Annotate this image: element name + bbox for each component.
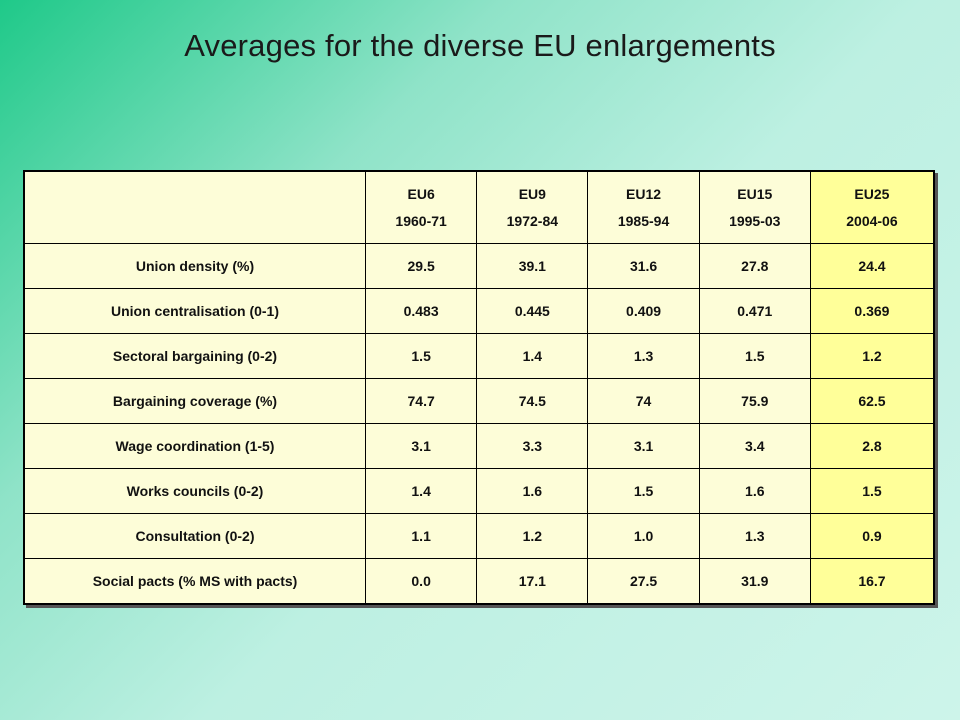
table-cell: 1.5 xyxy=(365,333,478,379)
row-label: Wage coordination (1-5) xyxy=(23,423,367,469)
column-name: EU9 xyxy=(518,185,546,202)
table-cell: 1.3 xyxy=(587,333,700,379)
row-label: Sectoral bargaining (0-2) xyxy=(23,333,367,379)
table-cell: 27.8 xyxy=(698,243,811,289)
table-cell: 1.6 xyxy=(698,468,811,514)
row-label: Works councils (0-2) xyxy=(23,468,367,514)
table-cell: 0.369 xyxy=(809,288,935,334)
table-cell: 74.5 xyxy=(476,378,589,424)
table-cell: 27.5 xyxy=(587,558,700,605)
table-cell: 2.8 xyxy=(809,423,935,469)
column-name: EU25 xyxy=(854,185,890,202)
table-cell: 24.4 xyxy=(809,243,935,289)
table-cell: 62.5 xyxy=(809,378,935,424)
column-name: EU6 xyxy=(407,185,435,202)
table-row: Sectoral bargaining (0-2) 1.5 1.4 1.3 1.5 1.2 xyxy=(23,333,935,379)
table-cell: 29.5 xyxy=(365,243,478,289)
row-label: Consultation (0-2) xyxy=(23,513,367,559)
table-cell: 31.6 xyxy=(587,243,700,289)
column-period: 2004-06 xyxy=(846,212,898,229)
column-period: 1972-84 xyxy=(506,212,559,229)
column-name: EU12 xyxy=(626,185,662,202)
table-cell: 1.0 xyxy=(587,513,700,559)
table-cell: 74.7 xyxy=(365,378,478,424)
enlargement-averages-table: EU6 1960-71 EU9 1972-84 EU12 1985-94 EU15 19… xyxy=(23,170,935,605)
table-cell: 1.2 xyxy=(809,333,935,379)
column-header: EU15 1995-03 xyxy=(698,170,811,244)
table-cell: 3.4 xyxy=(698,423,811,469)
table-cell: 75.9 xyxy=(698,378,811,424)
table-cell: 1.1 xyxy=(365,513,478,559)
table-cell: 0.409 xyxy=(587,288,700,334)
column-header: EU12 1985-94 xyxy=(587,170,700,244)
table-row: Social pacts (% MS with pacts) 0.0 17.1 27.… xyxy=(23,558,935,605)
column-header: EU9 1972-84 xyxy=(476,170,589,244)
row-label: Union density (%) xyxy=(23,243,367,289)
table-row: Wage coordination (1-5) 3.1 3.3 3.1 3.4 2.8 xyxy=(23,423,935,469)
row-label: Bargaining coverage (%) xyxy=(23,378,367,424)
table-row: Bargaining coverage (%) 74.7 74.5 74 75.9 62.… xyxy=(23,378,935,424)
table-cell: 0.9 xyxy=(809,513,935,559)
header-corner-cell xyxy=(23,170,367,244)
table-cell: 0.0 xyxy=(365,558,478,605)
table-cell: 1.5 xyxy=(809,468,935,514)
table-row: Union centralisation (0-1) 0.483 0.445 0.40… xyxy=(23,288,935,334)
row-label: Social pacts (% MS with pacts) xyxy=(23,558,367,605)
table-row: Union density (%) 29.5 39.1 31.6 27.8 24.4 xyxy=(23,243,935,289)
slide-title: Averages for the diverse EU enlargements xyxy=(184,28,776,63)
table-cell: 74 xyxy=(587,378,700,424)
table-row: Works councils (0-2) 1.4 1.6 1.5 1.6 1.5 xyxy=(23,468,935,514)
column-header-highlighted: EU25 2004-06 xyxy=(809,170,935,244)
column-period: 1995-03 xyxy=(729,212,781,229)
table-cell: 16.7 xyxy=(809,558,935,605)
column-period: 1985-94 xyxy=(617,212,670,229)
table-cell: 3.1 xyxy=(587,423,700,469)
table-cell: 0.471 xyxy=(698,288,811,334)
table-cell: 39.1 xyxy=(476,243,589,289)
table-cell: 1.5 xyxy=(587,468,700,514)
column-name: EU15 xyxy=(737,185,773,202)
table-cell: 31.9 xyxy=(698,558,811,605)
table-cell: 3.1 xyxy=(365,423,478,469)
table-cell: 1.3 xyxy=(698,513,811,559)
column-header: EU6 1960-71 xyxy=(365,170,478,244)
table-row: Consultation (0-2) 1.1 1.2 1.0 1.3 0.9 xyxy=(23,513,935,559)
table-cell: 1.5 xyxy=(698,333,811,379)
table-cell: 1.2 xyxy=(476,513,589,559)
table-cell: 17.1 xyxy=(476,558,589,605)
table-cell: 0.483 xyxy=(365,288,478,334)
table-cell: 1.4 xyxy=(476,333,589,379)
header-row: EU6 1960-71 EU9 1972-84 EU12 1985-94 EU15 19… xyxy=(23,170,935,244)
column-period: 1960-71 xyxy=(395,212,447,229)
table-cell: 0.445 xyxy=(476,288,589,334)
table-cell: 3.3 xyxy=(476,423,589,469)
table-cell: 1.4 xyxy=(365,468,478,514)
row-label: Union centralisation (0-1) xyxy=(23,288,367,334)
table-cell: 1.6 xyxy=(476,468,589,514)
